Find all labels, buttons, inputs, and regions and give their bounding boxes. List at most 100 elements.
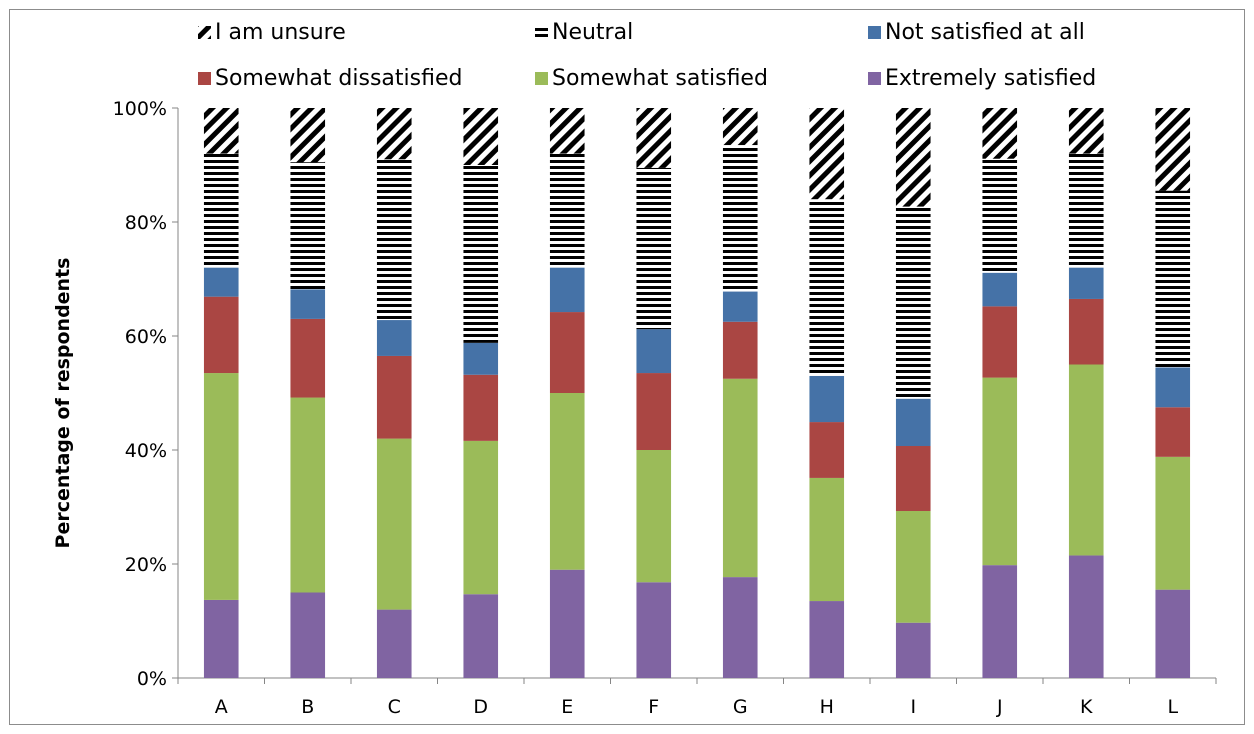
bar-a-not-satisfied-at-all (203, 267, 239, 297)
legend-swatch-extremely-satisfied (868, 72, 881, 85)
bar-l-somewhat-satisfied (1155, 456, 1191, 590)
bar-a-somewhat-satisfied (203, 373, 239, 600)
bar-f-somewhat-dissatisfied (636, 373, 672, 450)
bar-e-somewhat-dissatisfied (549, 312, 585, 393)
bar-e-somewhat-satisfied (549, 393, 585, 570)
legend-swatch-neutral (535, 26, 548, 39)
bar-k-somewhat-dissatisfied (1068, 298, 1104, 365)
bar-h-somewhat-dissatisfied (809, 422, 845, 478)
x-tick-label: J (996, 696, 1003, 718)
bar-a-neutral (203, 153, 239, 268)
bar-c-extremely-satisfied (376, 609, 412, 678)
bars (203, 108, 1191, 678)
bar-d-extremely-satisfied (463, 594, 499, 678)
bar-e-neutral (549, 153, 585, 268)
legend-label-neutral: Neutral (552, 20, 633, 45)
bar-l-neutral (1155, 190, 1191, 368)
bar-k-somewhat-satisfied (1068, 364, 1104, 556)
y-tick-label: 100% (113, 98, 167, 120)
bar-d-neutral (463, 165, 499, 343)
bar-h-i-am-unsure (809, 108, 845, 200)
bar-c-neutral (376, 159, 412, 321)
y-tick-label: 80% (125, 212, 167, 234)
bar-i-somewhat-dissatisfied (895, 446, 931, 511)
bar-l-somewhat-dissatisfied (1155, 407, 1191, 457)
bar-a-extremely-satisfied (203, 599, 239, 678)
bar-h-not-satisfied-at-all (809, 375, 845, 423)
x-tick-label: F (648, 696, 659, 718)
bar-l-i-am-unsure (1155, 108, 1191, 191)
x-tick-label: K (1080, 696, 1093, 718)
bar-d-not-satisfied-at-all (463, 342, 499, 375)
bar-f-extremely-satisfied (636, 582, 672, 678)
y-tick-label: 0% (137, 668, 167, 690)
y-tick-label: 20% (125, 554, 167, 576)
bar-d-somewhat-dissatisfied (463, 374, 499, 441)
bar-b-not-satisfied-at-all (290, 289, 326, 319)
x-tick-label: B (301, 696, 314, 718)
x-tick-label: L (1167, 696, 1178, 718)
x-tick-label: E (561, 696, 573, 718)
bar-j-not-satisfied-at-all (982, 272, 1018, 307)
bar-c-somewhat-dissatisfied (376, 355, 412, 439)
bar-g-i-am-unsure (722, 108, 758, 146)
bar-f-neutral (636, 167, 672, 330)
y-tick-label: 60% (125, 326, 167, 348)
bar-j-neutral (982, 158, 1018, 273)
bar-b-i-am-unsure (290, 108, 326, 163)
axes: 0% 20% 40% 60% 80% 100% A B C D E F G H I J K L (113, 98, 1217, 718)
bar-f-i-am-unsure (636, 108, 672, 168)
bar-a-i-am-unsure (203, 108, 239, 154)
y-tick-label: 40% (125, 440, 167, 462)
x-tick-label: C (388, 696, 401, 718)
legend-label-i-am-unsure: I am unsure (215, 20, 346, 45)
bar-j-extremely-satisfied (982, 565, 1018, 678)
x-tick-label: I (910, 696, 916, 718)
bar-i-somewhat-satisfied (895, 510, 931, 623)
bar-b-somewhat-satisfied (290, 397, 326, 593)
bar-h-somewhat-satisfied (809, 477, 845, 602)
chart-frame: I am unsure Neutral Not satisfied at all So… (9, 9, 1245, 725)
legend-swatch-i-am-unsure (198, 26, 211, 39)
bar-e-extremely-satisfied (549, 569, 585, 678)
bar-k-extremely-satisfied (1068, 555, 1104, 678)
x-tick-label: A (215, 696, 228, 718)
bar-b-somewhat-dissatisfied (290, 318, 326, 398)
legend-label-somewhat-satisfied: Somewhat satisfied (552, 66, 768, 91)
bar-i-extremely-satisfied (895, 622, 931, 678)
bar-e-not-satisfied-at-all (549, 267, 585, 313)
bar-k-neutral (1068, 153, 1104, 268)
bar-i-i-am-unsure (895, 108, 931, 207)
bar-a-somewhat-dissatisfied (203, 296, 239, 374)
bar-e-i-am-unsure (549, 108, 585, 154)
x-tick-label: H (820, 696, 834, 718)
legend-swatch-somewhat-satisfied (535, 72, 548, 85)
bar-l-not-satisfied-at-all (1155, 367, 1191, 408)
bar-b-extremely-satisfied (290, 592, 326, 678)
bar-g-somewhat-dissatisfied (722, 321, 758, 379)
bar-d-somewhat-satisfied (463, 440, 499, 595)
bar-c-not-satisfied-at-all (376, 320, 412, 356)
legend-label-extremely-satisfied: Extremely satisfied (885, 66, 1096, 91)
legend-swatch-not-satisfied-at-all (868, 26, 881, 39)
legend: I am unsure Neutral Not satisfied at all So… (198, 20, 1096, 91)
bar-g-somewhat-satisfied (722, 378, 758, 578)
bar-g-not-satisfied-at-all (722, 291, 758, 322)
bar-j-i-am-unsure (982, 108, 1018, 159)
bar-f-not-satisfied-at-all (636, 329, 672, 374)
bar-i-not-satisfied-at-all (895, 398, 931, 447)
bar-l-extremely-satisfied (1155, 589, 1191, 678)
bar-h-extremely-satisfied (809, 601, 845, 678)
bar-c-i-am-unsure (376, 108, 412, 160)
legend-label-somewhat-dissatisfied: Somewhat dissatisfied (215, 66, 462, 91)
x-tick-label: D (473, 696, 488, 718)
bar-b-neutral (290, 162, 326, 290)
bar-j-somewhat-dissatisfied (982, 306, 1018, 378)
bar-c-somewhat-satisfied (376, 438, 412, 610)
bar-d-i-am-unsure (463, 108, 499, 165)
bar-k-not-satisfied-at-all (1068, 267, 1104, 299)
bar-f-somewhat-satisfied (636, 450, 672, 583)
bar-h-neutral (809, 199, 845, 376)
bar-j-somewhat-satisfied (982, 377, 1018, 566)
legend-swatch-somewhat-dissatisfied (198, 72, 211, 85)
